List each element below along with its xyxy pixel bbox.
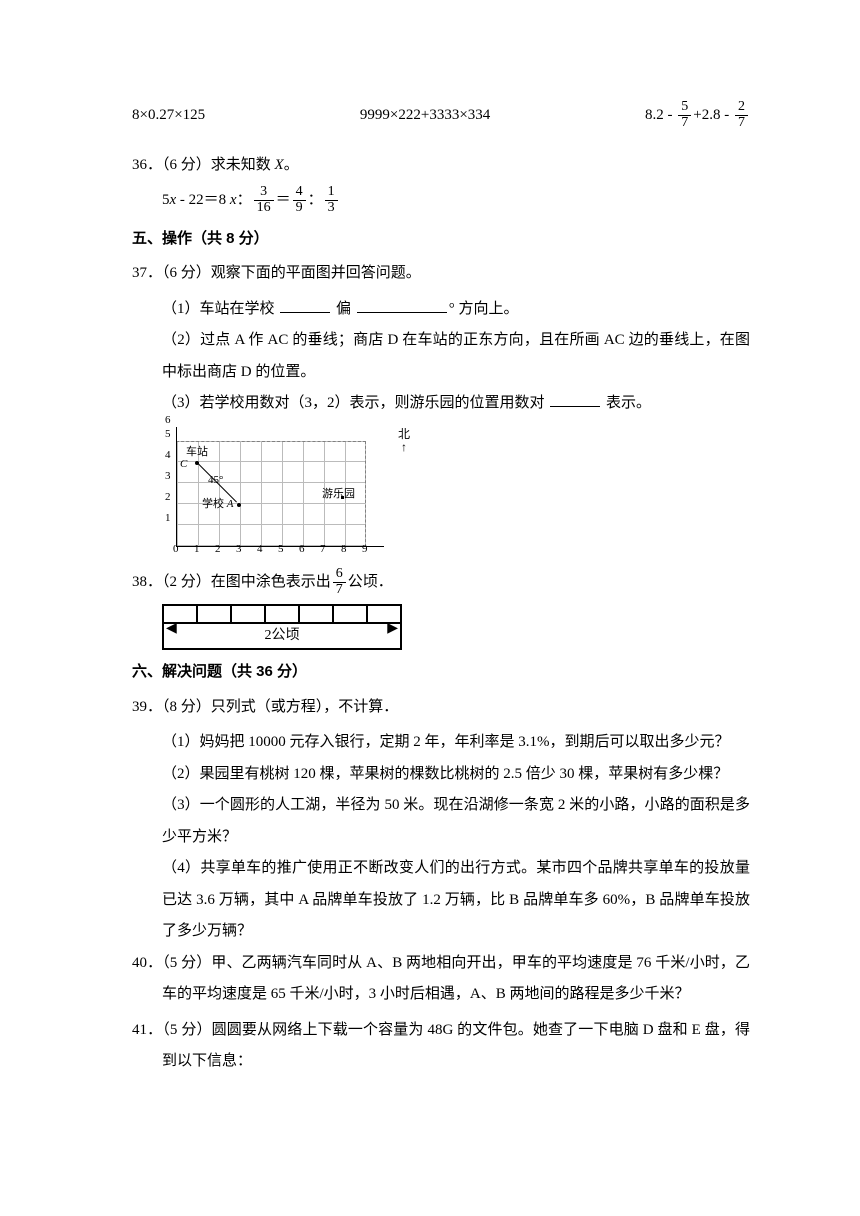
q37-p1c: ° 方向上。 [449,301,519,317]
hectare-cell [198,606,232,622]
q39-p2: （2）果园里有桃树 120 棵，苹果树的棵数比桃树的 2.5 倍少 30 棵，苹… [132,759,750,791]
hectare-figure: ◀ 2公顷 ▶ [162,604,402,650]
section-6-title: 六、解决问题（共 36 分） [132,656,750,688]
q37-p3a: （3）若学校用数对（3，2）表示，则游乐园的位置用数对 [162,395,548,411]
expression-row: 8×0.27×125 9999×222+3333×334 8.2 - 57+2.… [132,100,750,132]
hectare-cell [334,606,368,622]
north-label: 北 [398,427,410,441]
frac-3-16: 316 [254,185,274,215]
q37-p1b: 偏 [332,301,355,317]
north-indicator: 北 ↑ [398,428,410,454]
hectare-cell [266,606,300,622]
xl-3: 3 [236,538,242,561]
q37-p3: （3）若学校用数对（3，2）表示，则游乐园的位置用数对 表示。 [132,388,750,420]
q36-x: X [275,157,284,173]
eq-mid: - 22＝8 [176,192,230,208]
xl-5: 5 [278,538,284,561]
blank-direction-2 [357,299,447,313]
north-arrow-icon: ↑ [401,440,407,454]
eq-colon: ： [237,192,252,208]
question-38: 38．（2 分）在图中涂色表示出67公顷． [132,567,750,599]
eq-5: 5 [162,192,170,208]
eq-colon2: ： [308,192,323,208]
expr3-mid: +2.8 - [693,107,733,123]
expr-1: 8×0.27×125 [132,100,205,132]
frac-1-3: 13 [325,185,338,215]
yl-4: 4 [165,444,171,467]
xl-2: 2 [215,538,221,561]
q39-p3: （3）一个圆形的人工湖，半径为 50 米。现在沿湖修一条宽 2 米的小路，小路的… [132,790,750,853]
xl-4: 4 [257,538,263,561]
blank-pair [550,394,600,408]
q40-text: 40．（5 分）甲、乙两辆汽车同时从 A、B 两地相向开出，甲车的平均速度是 7… [132,948,750,1011]
q37-p3b: 表示。 [602,395,651,411]
point-c: C [180,453,187,476]
school-label: 学校 A [202,493,233,516]
yl-2: 2 [165,486,171,509]
q38-stem-a: 38．（2 分）在图中涂色表示出 [132,574,331,590]
yl-3: 3 [165,465,171,488]
frac-5-7: 57 [678,100,691,130]
eq-eq: ＝ [276,192,291,208]
question-39-stem: 39．（8 分）只列式（或方程），不计算． [132,692,750,724]
point-a-dot [237,503,241,507]
q37-p1: （1）车站在学校 偏 ° 方向上。 [132,294,750,326]
q39-p4: （4）共享单车的推广使用正不断改变人们的出行方式。某市四个品牌共享单车的投放量已… [132,853,750,948]
q36-stem-end: 。 [284,157,299,173]
park-dot [341,496,344,499]
hectare-cell [300,606,334,622]
yl-1: 1 [165,507,171,530]
question-36: 36．（6 分）求未知数 X。 [132,150,750,182]
question-40: 40．（5 分）甲、乙两辆汽车同时从 A、B 两地相向开出，甲车的平均速度是 7… [132,948,750,1011]
q41-text: 41．（5 分）圆圆要从网络上下载一个容量为 48G 的文件包。她查了一下电脑 … [132,1015,750,1078]
q37-p2: （2）过点 A 作 AC 的垂线；商店 D 在车站的正东方向，且在所画 AC 边… [132,325,750,388]
point-c-dot [195,461,199,465]
q39-p1: （1）妈妈把 10000 元存入银行，定期 2 年，年利率是 3.1%，到期后可… [132,727,750,759]
question-41: 41．（5 分）圆圆要从网络上下载一个容量为 48G 的文件包。她查了一下电脑 … [132,1015,750,1078]
hectare-cell [232,606,266,622]
q36-equations: 5x - 22＝8 x：316＝49：13 [132,185,750,217]
eq-x2: x [230,192,237,208]
blank-direction-1 [280,299,330,313]
park-label: 游乐园 [322,483,355,506]
expr3-pre: 8.2 - [645,107,676,123]
q37-p1a: （1）车站在学校 [162,301,278,317]
frac-2-7: 27 [735,100,748,130]
grid-y-axis [176,427,177,547]
grid-figure: 北 ↑ 0 1 2 3 4 5 6 7 8 9 1 2 3 4 5 6 车站 C… [162,426,392,561]
question-37-stem: 37．（6 分）观察下面的平面图并回答问题。 [132,258,750,290]
frac-6-7: 67 [333,567,346,597]
yl-6: 6 [165,409,171,432]
section-5-title: 五、操作（共 8 分） [132,223,750,255]
hectare-label: 2公顷 [164,624,400,648]
q36-stem: 36．（6 分）求未知数 [132,157,275,173]
expr-3: 8.2 - 57+2.8 - 27 [645,100,750,132]
xl-7: 7 [320,538,326,561]
expr-2: 9999×222+3333×334 [360,100,490,132]
xl-8: 8 [341,538,347,561]
xl-9: 9 [362,538,368,561]
xl-1: 1 [194,538,200,561]
xl-6: 6 [299,538,305,561]
xl-0: 0 [173,538,179,561]
q38-stem-b: 公顷． [348,574,393,590]
frac-4-9: 49 [293,185,306,215]
arrow-right-icon: ▶ [387,614,398,643]
